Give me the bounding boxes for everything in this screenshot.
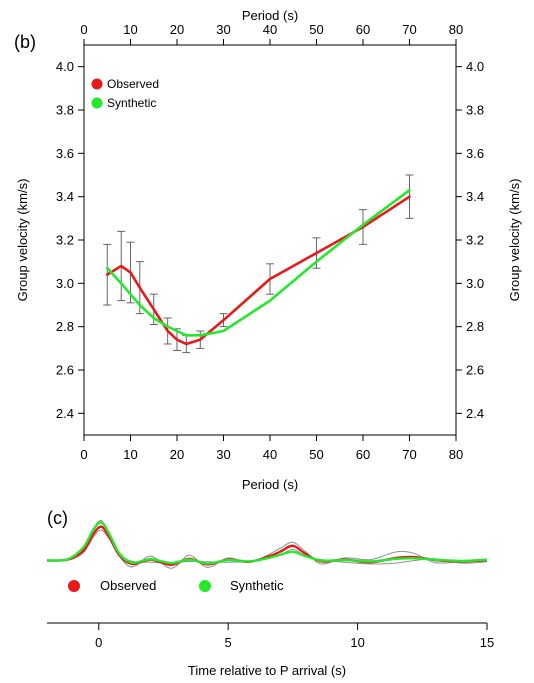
panel-b-series [105,188,411,346]
y-tick-label-left: 2.4 [56,406,74,421]
x-tick-label-top: 50 [309,22,323,37]
legend-observed-label: Observed [100,578,156,593]
y-tick-label-right: 2.4 [466,406,484,421]
x-tick-label-top: 40 [263,22,277,37]
x-tick-label: 10 [350,635,364,650]
panel-b-y-axis: 2.4 2.4 2.6 2.6 2.8 2.8 3.0 3.0 3.2 3.2 3.4 3.4 3.6 3… [56,59,484,421]
y-tick-label-left: 3.6 [56,146,74,161]
legend-synthetic-marker [199,580,211,592]
x-tick-label-top: 0 [80,22,87,37]
x-tick-label-top: 80 [449,22,463,37]
y-tick-label-right: 2.8 [466,319,484,334]
panel-b-legend: Observed Synthetic [91,77,159,110]
legend-synthetic-label: Synthetic [107,96,156,110]
y-tick-label-left: 2.8 [56,319,74,334]
y-tick-label-left: 4.0 [56,59,74,74]
top-x-axis-title: Period (s) [242,8,298,23]
y-tick-label-right: 3.0 [466,276,484,291]
x-tick-label: 5 [225,635,232,650]
panel-b-label: (b) [14,32,36,52]
individual-trace-line [46,529,488,565]
legend-observed-marker [91,78,103,90]
legend-synthetic-marker [91,97,103,109]
panel-c-x-axis-title: Time relative to P arrival (s) [188,663,346,678]
y-tick-label-left: 3.0 [56,276,74,291]
legend-observed-label: Observed [107,77,159,91]
y-tick-label-left: 3.8 [56,103,74,118]
legend-observed-marker [68,580,80,592]
panel-c-waveforms [46,519,488,569]
y-tick-label-right: 3.4 [466,189,484,204]
x-tick-label-bottom: 80 [449,447,463,462]
x-tick-label-top: 20 [170,22,184,37]
panel-c-legend: Observed Synthetic [68,578,284,593]
panel-b: (b) 0 0 10 10 20 20 30 30 40 40 50 50 60 60 70 70 80 80 2… [14,8,522,492]
y-tick-label-left: 3.2 [56,233,74,248]
x-tick-label: 15 [480,635,494,650]
x-tick-label-bottom: 50 [309,447,323,462]
y-tick-label-right: 4.0 [466,59,484,74]
x-tick-label-top: 10 [123,22,137,37]
y-tick-label-right: 3.2 [466,233,484,248]
series-line-observed [105,195,411,346]
x-tick-label-bottom: 10 [123,447,137,462]
panel-b-x-axis: 0 0 10 10 20 20 30 30 40 40 50 50 60 60 70 70 80 80 [80,22,463,462]
x-tick-label-bottom: 70 [402,447,416,462]
series-line-synthetic [105,188,411,337]
x-tick-label-bottom: 40 [263,447,277,462]
x-tick-label-bottom: 30 [216,447,230,462]
x-tick-label-bottom: 20 [170,447,184,462]
waveform-line-synthetic [46,521,488,565]
left-y-axis-title: Group velocity (km/s) [15,179,30,302]
panel-b-error-bars [103,174,414,354]
y-tick-label-right: 3.6 [466,146,484,161]
panel-c: (c) Observed Synthetic 0 5 10 15 Time relat… [46,508,494,678]
y-tick-label-left: 2.6 [56,363,74,378]
x-tick-label-top: 30 [216,22,230,37]
right-y-axis-title: Group velocity (km/s) [507,179,522,302]
x-tick-label-top: 60 [356,22,370,37]
y-tick-label-right: 3.8 [466,103,484,118]
y-tick-label-right: 2.6 [466,363,484,378]
bottom-x-axis-title: Period (s) [242,477,298,492]
x-tick-label-bottom: 60 [356,447,370,462]
legend-synthetic-label: Synthetic [230,578,284,593]
panel-c-label: (c) [47,508,68,528]
panel-c-x-axis: 0 5 10 15 [95,623,494,650]
x-tick-label-bottom: 0 [80,447,87,462]
y-tick-label-left: 3.4 [56,189,74,204]
x-tick-label-top: 70 [402,22,416,37]
x-tick-label: 0 [95,635,102,650]
